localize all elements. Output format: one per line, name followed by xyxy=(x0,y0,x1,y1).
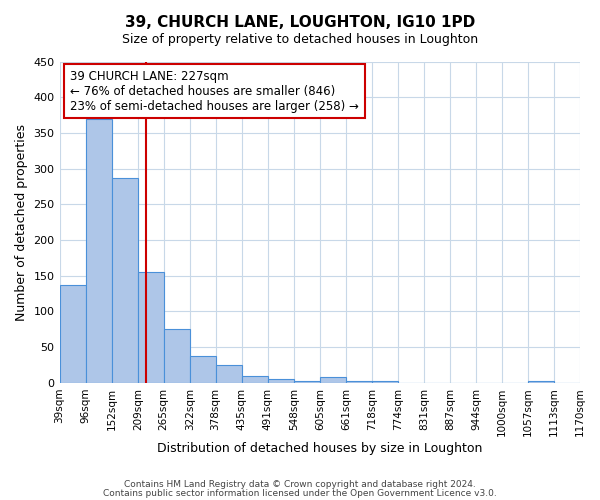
Bar xyxy=(190,356,215,383)
Bar xyxy=(86,118,112,383)
Bar xyxy=(372,382,398,383)
Bar xyxy=(528,380,554,383)
Text: 39 CHURCH LANE: 227sqm
← 76% of detached houses are smaller (846)
23% of semi-de: 39 CHURCH LANE: 227sqm ← 76% of detached… xyxy=(70,70,359,112)
Text: Size of property relative to detached houses in Loughton: Size of property relative to detached ho… xyxy=(122,32,478,46)
Bar xyxy=(346,382,372,383)
Bar xyxy=(294,382,320,383)
Bar xyxy=(242,376,268,383)
Bar xyxy=(112,178,138,383)
Bar xyxy=(268,380,294,383)
Bar xyxy=(164,330,190,383)
Text: 39, CHURCH LANE, LOUGHTON, IG10 1PD: 39, CHURCH LANE, LOUGHTON, IG10 1PD xyxy=(125,15,475,30)
Y-axis label: Number of detached properties: Number of detached properties xyxy=(15,124,28,320)
Bar xyxy=(215,365,242,383)
Bar xyxy=(138,272,164,383)
Bar xyxy=(59,285,86,383)
Text: Contains public sector information licensed under the Open Government Licence v3: Contains public sector information licen… xyxy=(103,490,497,498)
Bar xyxy=(320,377,346,383)
Text: Contains HM Land Registry data © Crown copyright and database right 2024.: Contains HM Land Registry data © Crown c… xyxy=(124,480,476,489)
X-axis label: Distribution of detached houses by size in Loughton: Distribution of detached houses by size … xyxy=(157,442,482,455)
